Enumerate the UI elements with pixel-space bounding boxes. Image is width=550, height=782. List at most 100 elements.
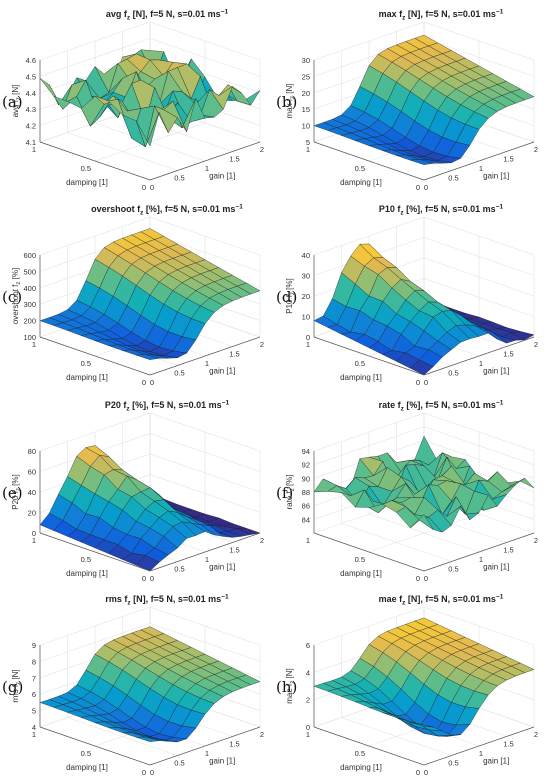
surface-face: [136, 736, 160, 742]
z-tick-label: 25: [302, 72, 310, 81]
gain-tick-label: 1: [479, 164, 483, 173]
damping-axis-label: damping [1]: [66, 569, 108, 578]
panel-label: (h): [276, 678, 297, 696]
z-axis-label: P20 fz [%]: [11, 474, 22, 509]
z-tick-label: 30: [302, 272, 310, 281]
damping-axis-label: damping [1]: [340, 763, 382, 772]
surface: [39, 445, 261, 572]
damping-tick-label: 1: [32, 340, 36, 349]
damping-tick-label: 1: [306, 730, 310, 739]
damping-tick-label: 0: [416, 183, 420, 192]
damping-tick-label: 0.5: [355, 555, 365, 564]
panel-label: (f): [276, 484, 293, 502]
z-tick-label: 200: [23, 317, 36, 326]
z-tick-label: 9: [32, 641, 36, 650]
z-tick-label: 4: [306, 668, 310, 677]
z-tick-label: 7: [32, 674, 36, 683]
damping-tick-label: 0: [416, 768, 420, 777]
z-tick-label: 6: [32, 690, 36, 699]
z-tick-label: 86: [302, 502, 310, 511]
z-tick-label: 0: [306, 333, 310, 342]
chart-title: overshoot fz [%], f=5 N, s=0.01 ms−1: [91, 204, 243, 217]
gain-axis-label: gain [1]: [209, 366, 235, 375]
z-tick-label: 8: [32, 657, 36, 666]
surface-face: [410, 159, 434, 165]
z-tick-label: 10: [302, 122, 310, 131]
z-tick-label: 0: [306, 723, 310, 732]
gain-tick-label: 2: [534, 730, 538, 739]
gain-tick-label: 1: [479, 359, 483, 368]
chart-title: P20 fz [%], f=5 N, s=0.01 ms−1: [105, 400, 230, 413]
gain-tick-label: 0.5: [174, 174, 184, 183]
gain-tick-label: 0: [150, 378, 154, 387]
gain-tick-label: 0: [424, 768, 428, 777]
damping-tick-label: 0.5: [81, 359, 91, 368]
gain-tick-label: 0: [424, 378, 428, 387]
z-axis-label: P10 fz [%]: [285, 278, 296, 313]
panel-label: (a): [2, 93, 23, 111]
damping-tick-label: 1: [32, 730, 36, 739]
z-tick-label: 4.5: [26, 72, 36, 81]
z-tick-label: 4.3: [26, 105, 36, 114]
gain-tick-label: 0: [150, 183, 154, 192]
z-tick-label: 40: [28, 488, 36, 497]
damping-tick-label: 0: [142, 183, 146, 192]
surface-face: [410, 722, 434, 728]
damping-tick-label: 0.5: [81, 555, 91, 564]
z-tick-label: 0: [32, 529, 36, 538]
damping-tick-label: 0.5: [81, 749, 91, 758]
surface-face: [136, 354, 160, 360]
gain-tick-label: 1.5: [503, 155, 513, 164]
gain-axis-label: gain [1]: [483, 366, 509, 375]
gain-tick-label: 2: [260, 340, 264, 349]
gain-tick-label: 1: [205, 359, 209, 368]
gain-tick-label: 0: [150, 574, 154, 583]
damping-tick-label: 1: [32, 536, 36, 545]
surface: [39, 626, 261, 743]
panel-label: (e): [2, 484, 23, 502]
chart-title: rate fz [%], f=5 N, s=0.01 ms−1: [379, 400, 504, 413]
surface: [313, 617, 535, 737]
chart-title: avg fz [N], f=5 N, s=0.01 ms−1: [106, 9, 229, 22]
damping-tick-label: 0.5: [355, 749, 365, 758]
surface-face: [136, 555, 160, 572]
gain-tick-label: 1.5: [503, 350, 513, 359]
z-tick-label: 4.2: [26, 122, 36, 131]
z-tick-label: 2: [306, 696, 310, 705]
damping-axis-label: damping [1]: [66, 763, 108, 772]
gain-axis-label: gain [1]: [209, 562, 235, 571]
z-tick-label: 500: [23, 267, 36, 276]
panel-c: (c) overshoot fz [%], f=5 N, s=0.01 ms−1 0…: [2, 204, 264, 388]
z-axis-label: rate fz [%]: [285, 474, 296, 509]
gain-tick-label: 1.5: [229, 155, 239, 164]
panel-d: (d) P10 fz [%], f=5 N, s=0.01 ms−1 0 0.5 1 1.…: [276, 204, 538, 388]
surface: [39, 228, 261, 360]
panel-e: (e) P20 fz [%], f=5 N, s=0.01 ms−1 0 0.5 1 1.…: [2, 400, 264, 584]
damping-tick-label: 1: [306, 340, 310, 349]
gain-tick-label: 0: [424, 183, 428, 192]
z-tick-label: 60: [28, 468, 36, 477]
z-tick-label: 6: [306, 641, 310, 650]
gain-tick-label: 0: [150, 768, 154, 777]
gain-axis-label: gain [1]: [483, 171, 509, 180]
z-axis-label: avg fz [N]: [11, 85, 22, 118]
panel-f: (f) rate fz [%], f=5 N, s=0.01 ms−1 0 0.5 1 1…: [276, 400, 538, 584]
panel-b: (b) max fz [N], f=5 N, s=0.01 ms−1 0 0.5 1 1.…: [276, 9, 538, 193]
z-tick-label: 4.4: [26, 89, 36, 98]
z-tick-label: 88: [302, 488, 310, 497]
gain-tick-label: 0.5: [174, 565, 184, 574]
z-tick-label: 30: [302, 56, 310, 65]
chart-title: mae fz [N], f=5 N, s=0.01 ms−1: [379, 594, 504, 607]
damping-tick-label: 1: [306, 145, 310, 154]
z-tick-label: 100: [23, 333, 36, 342]
damping-tick-label: 0: [416, 378, 420, 387]
gain-tick-label: 2: [534, 145, 538, 154]
damping-tick-label: 0.5: [355, 164, 365, 173]
damping-tick-label: 0.5: [355, 359, 365, 368]
panel-h: (h) mae fz [N], f=5 N, s=0.01 ms−1 0 0.5 1 1.…: [276, 594, 538, 778]
